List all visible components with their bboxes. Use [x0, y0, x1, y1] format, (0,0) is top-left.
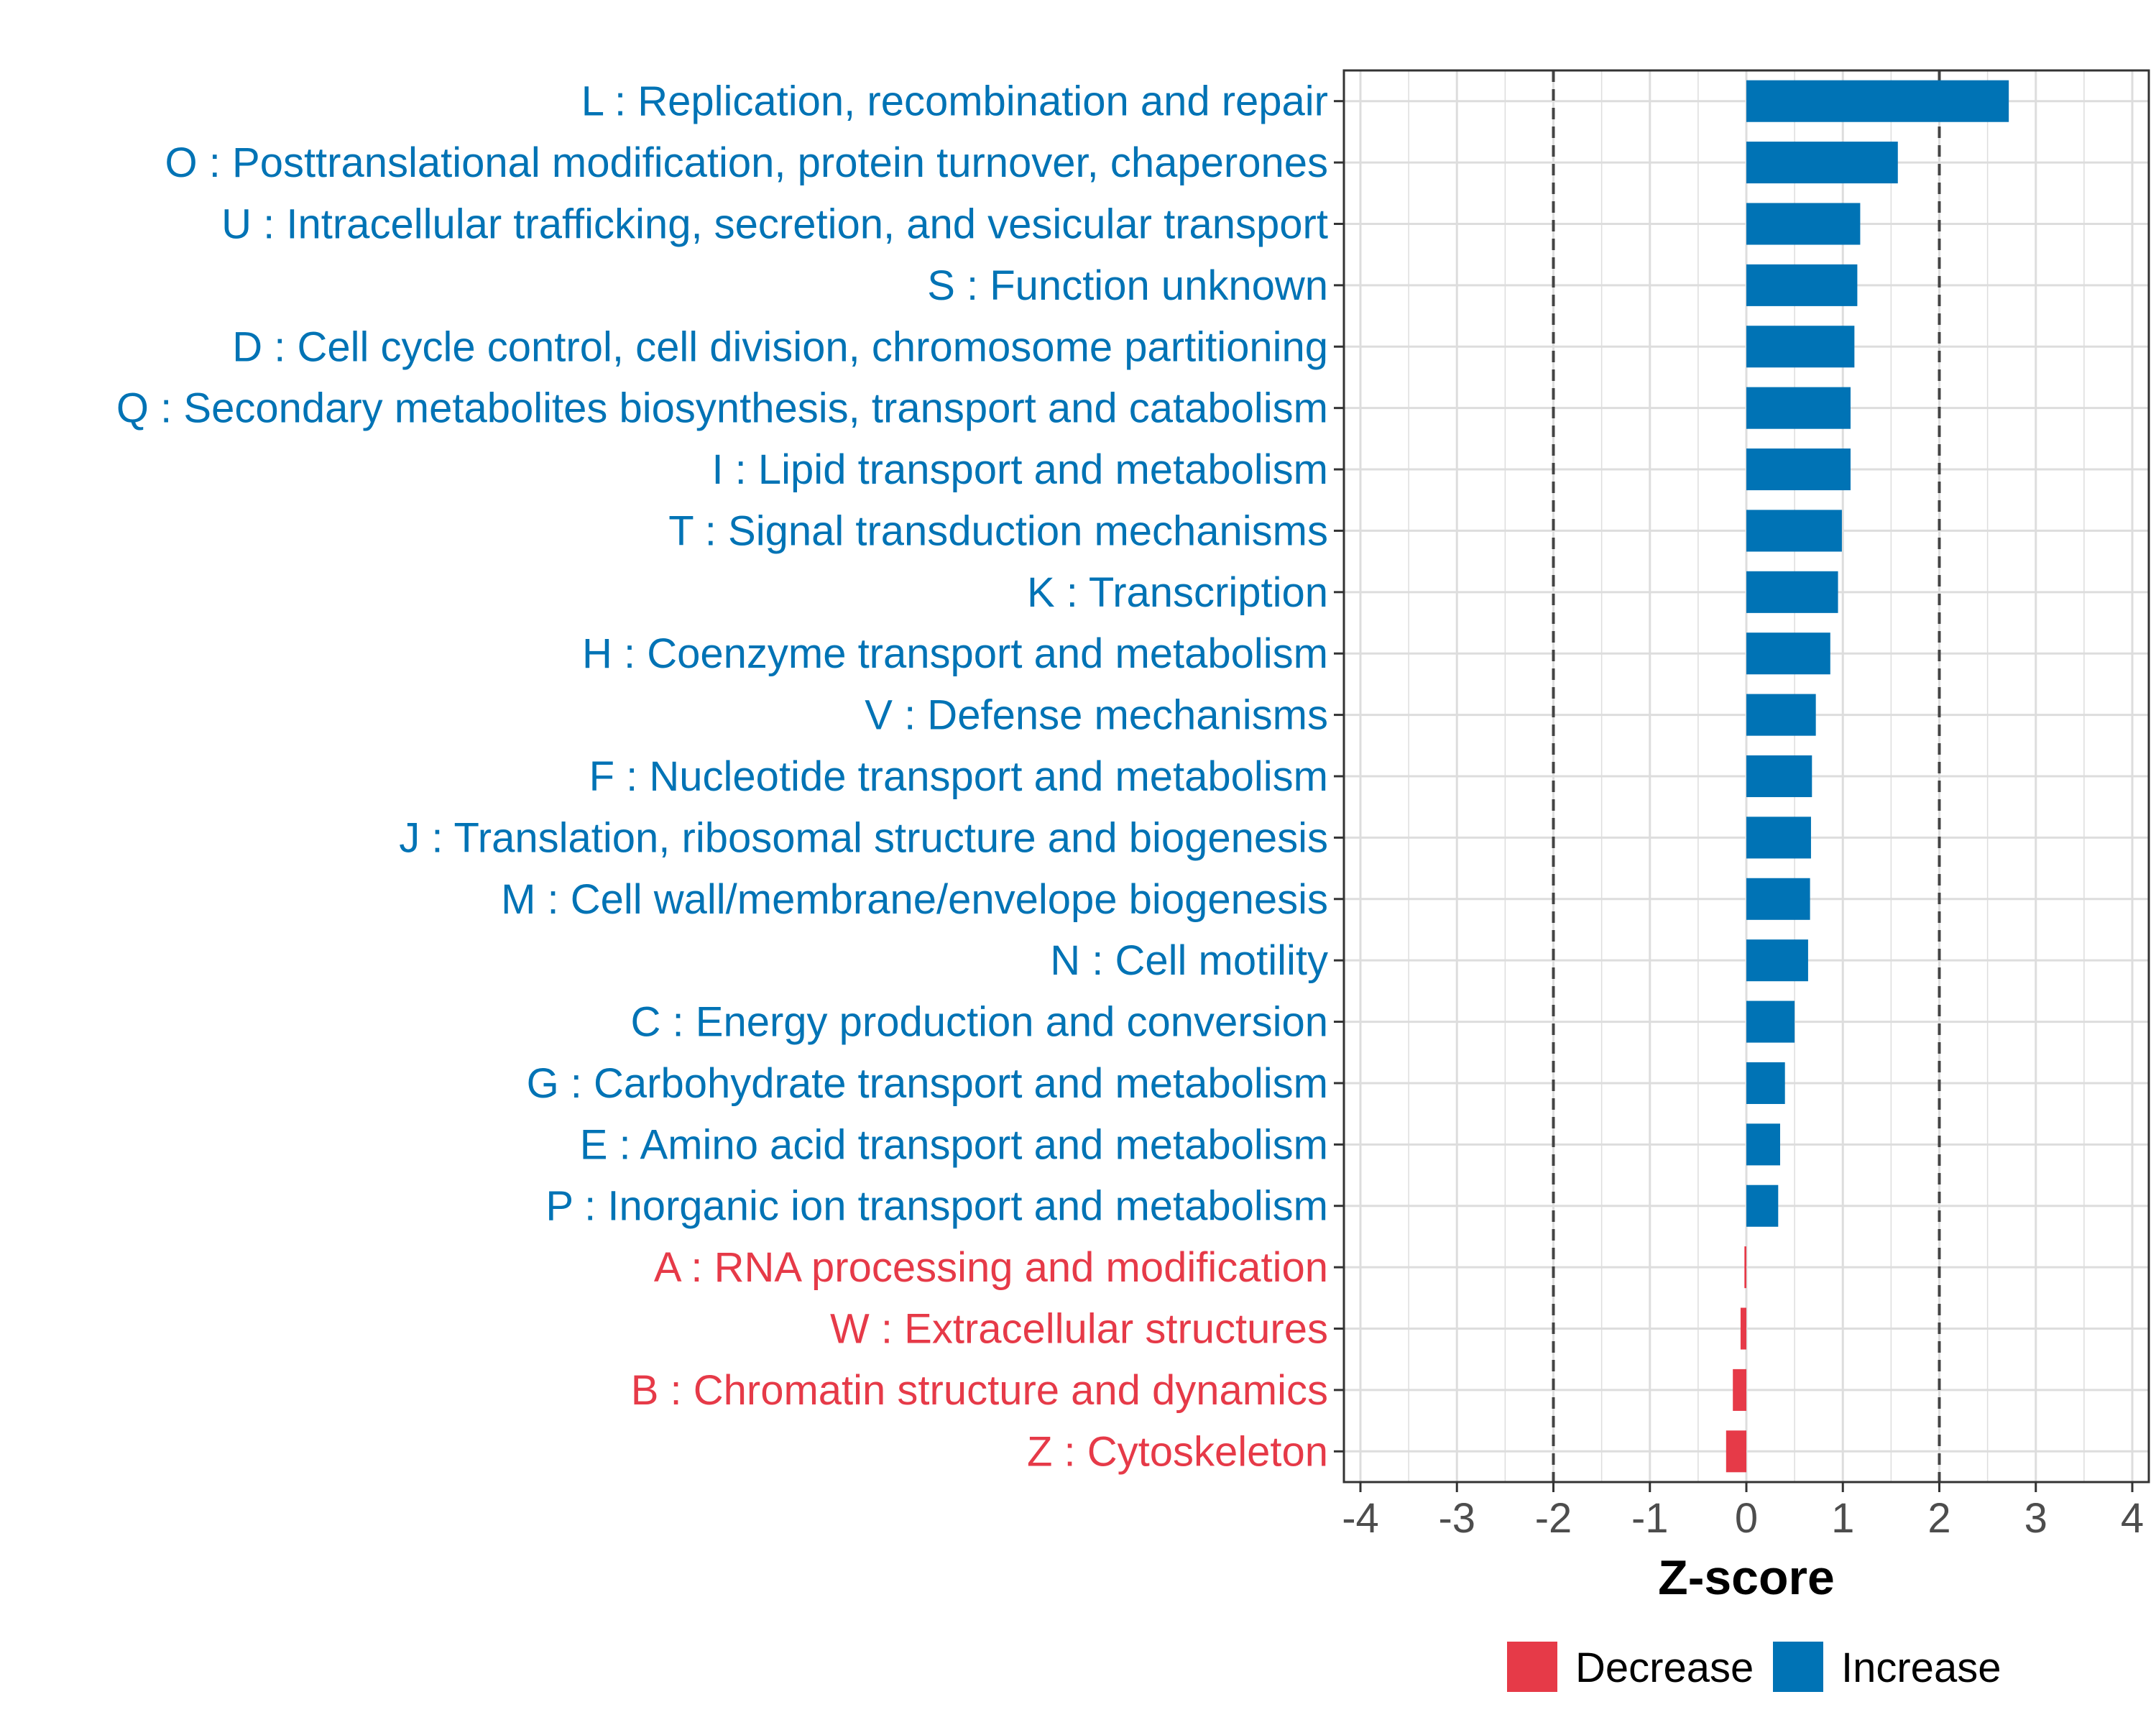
bar-9: [1746, 632, 1830, 675]
bar-1: [1746, 142, 1898, 184]
category-label-17: E : Amino acid transport and metabolism: [580, 1121, 1328, 1168]
category-label-10: V : Defense mechanisms: [865, 692, 1328, 739]
bar-0: [1746, 80, 2009, 122]
category-label-13: M : Cell wall/membrane/envelope biogenes…: [501, 876, 1328, 923]
x-tick-label-8: 4: [2121, 1495, 2144, 1542]
x-tick-label-7: 3: [2024, 1495, 2047, 1542]
category-label-3: S : Function unknown: [927, 262, 1328, 309]
bar-19: [1744, 1246, 1746, 1289]
bar-3: [1746, 264, 1858, 306]
category-label-9: H : Coenzyme transport and metabolism: [582, 630, 1328, 677]
category-label-2: U : Intracellular trafficking, secretion…: [221, 201, 1328, 247]
x-tick-label-6: 2: [1927, 1495, 1950, 1542]
legend-swatch-decrease: [1507, 1642, 1557, 1692]
bar-18: [1746, 1184, 1779, 1227]
category-label-11: F : Nucleotide transport and metabolism: [589, 753, 1328, 800]
category-label-12: J : Translation, ribosomal structure and…: [399, 814, 1328, 861]
category-label-20: W : Extracellular structures: [830, 1306, 1328, 1353]
category-label-4: D : Cell cycle control, cell division, c…: [232, 323, 1328, 370]
reference-lines: [1552, 70, 1941, 1482]
bar-12: [1746, 816, 1811, 859]
category-label-22: Z : Cytoskeleton: [1027, 1428, 1328, 1475]
bars: [1726, 80, 2009, 1473]
category-label-16: G : Carbohydrate transport and metabolis…: [527, 1060, 1328, 1107]
bar-15: [1746, 1000, 1795, 1043]
x-tick-label-4: 0: [1735, 1495, 1758, 1542]
x-tick-label-2: -2: [1535, 1495, 1572, 1542]
bar-13: [1746, 878, 1810, 920]
category-label-8: K : Transcription: [1027, 569, 1328, 616]
x-tick-label-3: -1: [1631, 1495, 1669, 1542]
category-label-6: I : Lipid transport and metabolism: [711, 446, 1328, 493]
category-label-7: T : Signal transduction mechanisms: [668, 507, 1328, 554]
bar-22: [1726, 1430, 1746, 1473]
legend-label-increase: Increase: [1841, 1644, 2001, 1691]
legend-swatch-increase: [1773, 1642, 1823, 1692]
y-axis-labels: L : Replication, recombination and repai…: [116, 78, 1328, 1476]
bar-2: [1746, 203, 1861, 245]
legend-label-decrease: Decrease: [1575, 1644, 1754, 1691]
bar-8: [1746, 571, 1838, 613]
x-axis-ticks: -4 -3 -2 -1 0 1 2 3 4: [1342, 1482, 2144, 1542]
category-label-5: Q : Secondary metabolites biosynthesis, …: [116, 385, 1328, 432]
bar-21: [1733, 1368, 1746, 1411]
x-tick-label-0: -4: [1342, 1495, 1379, 1542]
bar-4: [1746, 326, 1855, 368]
category-label-19: A : RNA processing and modification: [654, 1244, 1328, 1291]
bar-6: [1746, 448, 1851, 491]
category-label-14: N : Cell motility: [1050, 937, 1328, 984]
bar-11: [1746, 755, 1812, 798]
category-label-18: P : Inorganic ion transport and metaboli…: [545, 1183, 1328, 1230]
bar-10: [1746, 694, 1816, 736]
x-axis-title: Z-score: [1658, 1550, 1835, 1605]
category-label-21: B : Chromatin structure and dynamics: [631, 1367, 1328, 1414]
bar-20: [1740, 1307, 1746, 1350]
y-axis-ticks: [1334, 100, 1344, 1453]
category-label-1: O : Posttranslational modification, prot…: [165, 139, 1328, 186]
x-tick-label-1: -3: [1438, 1495, 1475, 1542]
bar-7: [1746, 510, 1842, 552]
bar-5: [1746, 387, 1851, 429]
x-tick-label-5: 1: [1831, 1495, 1854, 1542]
bar-17: [1746, 1123, 1780, 1166]
legend: Decrease Increase: [1507, 1642, 2001, 1692]
bar-16: [1746, 1062, 1785, 1104]
category-label-15: C : Energy production and conversion: [631, 999, 1328, 1046]
category-label-0: L : Replication, recombination and repai…: [581, 78, 1328, 125]
bar-14: [1746, 939, 1808, 982]
